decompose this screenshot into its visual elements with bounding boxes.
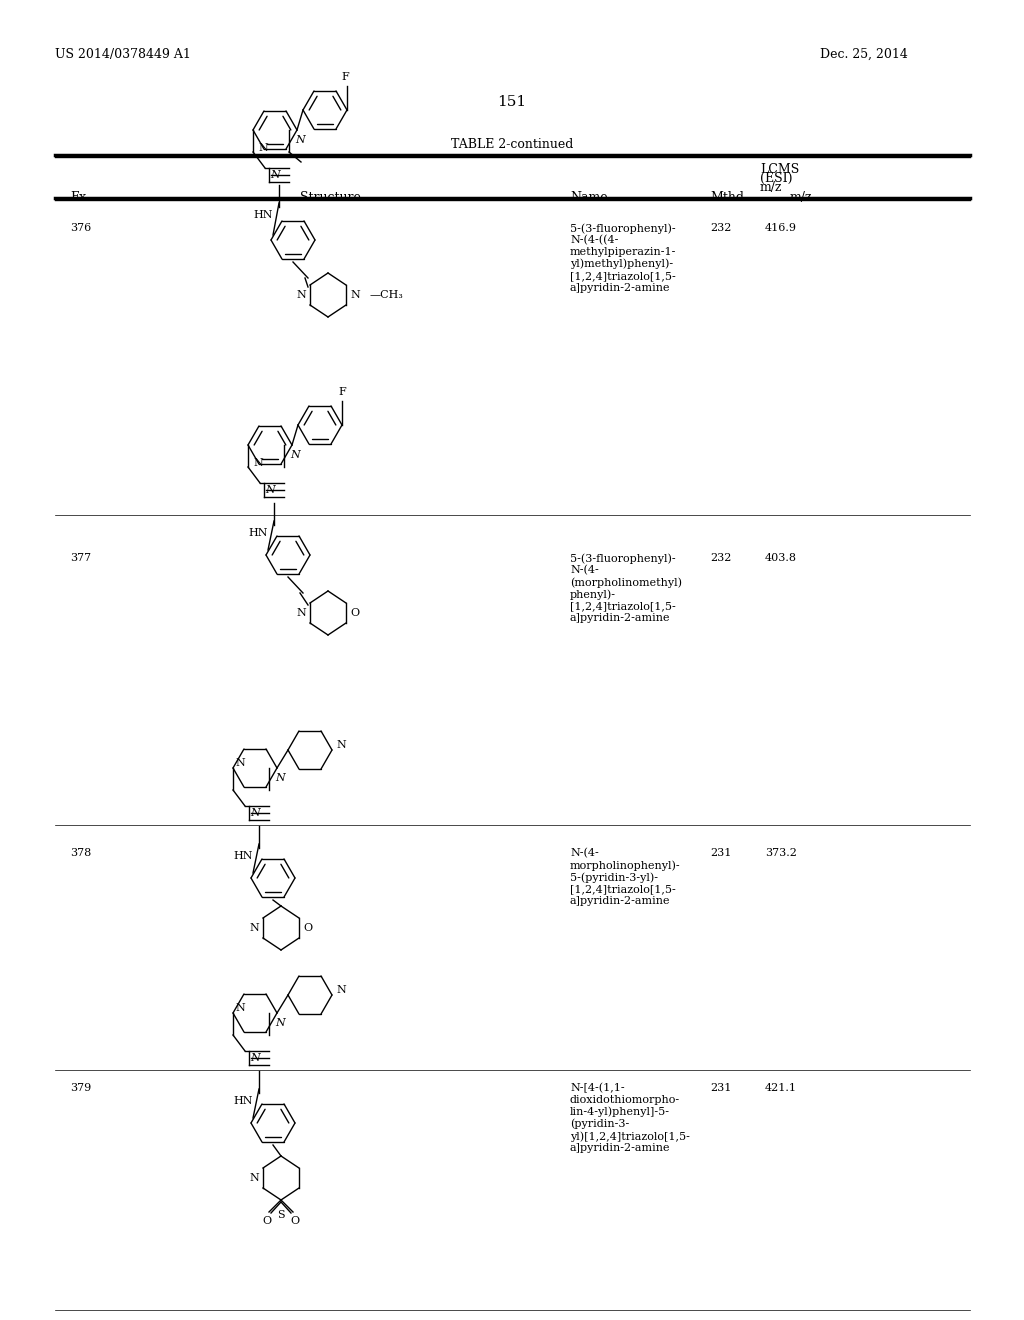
- Text: HN: HN: [253, 210, 272, 220]
- Text: N: N: [250, 808, 260, 818]
- Text: N-(4-
morpholinophenyl)-
5-(pyridin-3-yl)-
[1,2,4]triazolo[1,5-
a]pyridin-2-amin: N-(4- morpholinophenyl)- 5-(pyridin-3-yl…: [570, 847, 681, 906]
- Text: US 2014/0378449 A1: US 2014/0378449 A1: [55, 48, 190, 61]
- Text: N: N: [290, 450, 300, 459]
- Text: Structure: Structure: [300, 191, 360, 205]
- Text: N: N: [350, 290, 359, 300]
- Text: (ESI): (ESI): [760, 172, 793, 185]
- Text: N: N: [236, 758, 245, 768]
- Text: 231: 231: [710, 1082, 731, 1093]
- Text: Dec. 25, 2014: Dec. 25, 2014: [820, 48, 908, 61]
- Text: Ex: Ex: [70, 191, 86, 205]
- Text: 377: 377: [70, 553, 91, 564]
- Text: N-[4-(1,1-
dioxidothiomorpho-
lin-4-yl)phenyl]-5-
(pyridin-3-
yl)[1,2,4]triazolo: N-[4-(1,1- dioxidothiomorpho- lin-4-yl)p…: [570, 1082, 690, 1154]
- Text: N: N: [270, 170, 280, 180]
- Text: 5-(3-fluorophenyl)-
N-(4-((4-
methylpiperazin-1-
yl)methyl)phenyl)-
[1,2,4]triaz: 5-(3-fluorophenyl)- N-(4-((4- methylpipe…: [570, 223, 677, 293]
- Text: N: N: [296, 290, 306, 300]
- Text: 151: 151: [498, 95, 526, 110]
- Text: N: N: [249, 1173, 259, 1183]
- Text: N: N: [265, 484, 275, 495]
- Text: 232: 232: [710, 223, 731, 234]
- Text: LCMS: LCMS: [760, 162, 800, 176]
- Text: N: N: [336, 741, 346, 750]
- Text: F: F: [341, 73, 349, 82]
- Text: N: N: [249, 923, 259, 933]
- Text: TABLE 2-continued: TABLE 2-continued: [451, 139, 573, 150]
- Text: N: N: [275, 1018, 285, 1028]
- Text: F: F: [338, 387, 346, 397]
- Text: N: N: [236, 1003, 245, 1012]
- Text: 378: 378: [70, 847, 91, 858]
- Text: N: N: [258, 143, 268, 153]
- Text: N: N: [250, 1053, 260, 1063]
- Text: S: S: [278, 1210, 285, 1220]
- Text: HN: HN: [248, 528, 267, 539]
- Text: 403.8: 403.8: [765, 553, 797, 564]
- Text: O: O: [303, 923, 312, 933]
- Text: O: O: [350, 609, 359, 618]
- Text: O: O: [262, 1216, 271, 1226]
- Text: 232: 232: [710, 553, 731, 564]
- Text: HN: HN: [233, 851, 253, 861]
- Text: 416.9: 416.9: [765, 223, 797, 234]
- Text: N: N: [296, 609, 306, 618]
- Text: Name: Name: [570, 191, 607, 205]
- Text: N: N: [295, 135, 305, 145]
- Text: 421.1: 421.1: [765, 1082, 797, 1093]
- Text: m/z: m/z: [760, 181, 782, 194]
- Text: —CH₃: —CH₃: [370, 290, 403, 300]
- Text: 231: 231: [710, 847, 731, 858]
- Text: N: N: [253, 458, 263, 469]
- Text: 376: 376: [70, 223, 91, 234]
- Text: 5-(3-fluorophenyl)-
N-(4-
(morpholinomethyl)
phenyl)-
[1,2,4]triazolo[1,5-
a]pyr: 5-(3-fluorophenyl)- N-(4- (morpholinomet…: [570, 553, 682, 623]
- Text: N: N: [275, 774, 285, 783]
- Text: O: O: [291, 1216, 300, 1226]
- Text: m/z: m/z: [790, 191, 812, 205]
- Text: 373.2: 373.2: [765, 847, 797, 858]
- Text: Mthd: Mthd: [710, 191, 744, 205]
- Text: N: N: [336, 985, 346, 995]
- Text: HN: HN: [233, 1096, 253, 1106]
- Text: 379: 379: [70, 1082, 91, 1093]
